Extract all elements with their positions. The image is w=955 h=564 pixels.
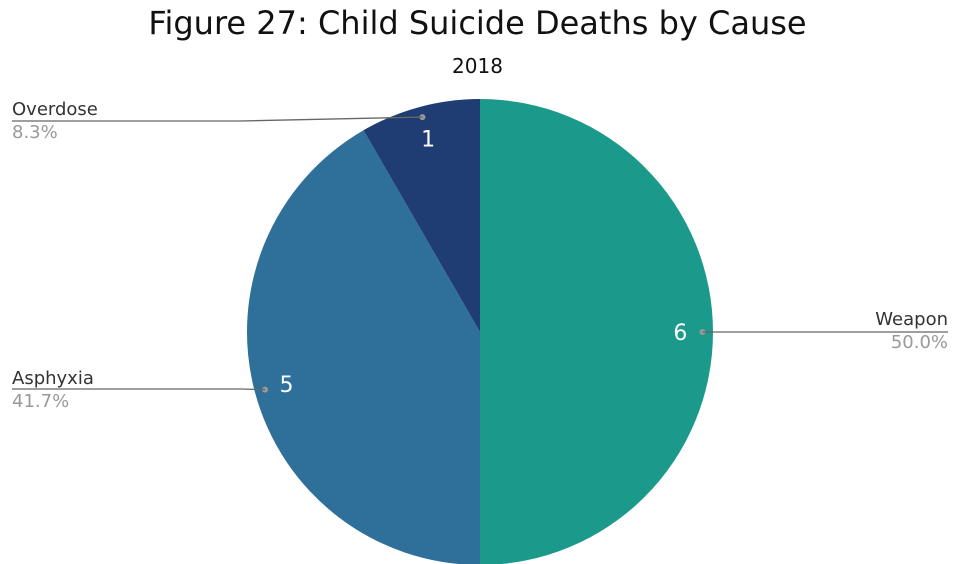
- slice-percent-label: 8.3%: [12, 122, 58, 143]
- slice-percent-label: 50.0%: [891, 332, 948, 353]
- leader-line: [12, 116, 423, 122]
- pie-slice-asphyxia: [247, 130, 480, 564]
- leader-lines: [12, 114, 948, 393]
- slice-value-label: 5: [279, 373, 293, 398]
- pie-slices: [247, 99, 713, 564]
- slice-percent-label: 41.7%: [12, 391, 69, 412]
- chart-subtitle: 2018: [452, 54, 503, 78]
- slice-category-label: Asphyxia: [12, 368, 94, 389]
- pie-slice-weapon: [480, 99, 713, 564]
- slice-value-label: 6: [673, 321, 687, 346]
- chart-title: Figure 27: Child Suicide Deaths by Cause: [148, 4, 807, 42]
- leader-line: [12, 388, 266, 391]
- slice-value-label: 1: [421, 127, 435, 152]
- pie-slice-overdose: [363, 99, 480, 332]
- slice-category-label: Weapon: [875, 309, 948, 330]
- slice-category-label: Overdose: [12, 99, 98, 120]
